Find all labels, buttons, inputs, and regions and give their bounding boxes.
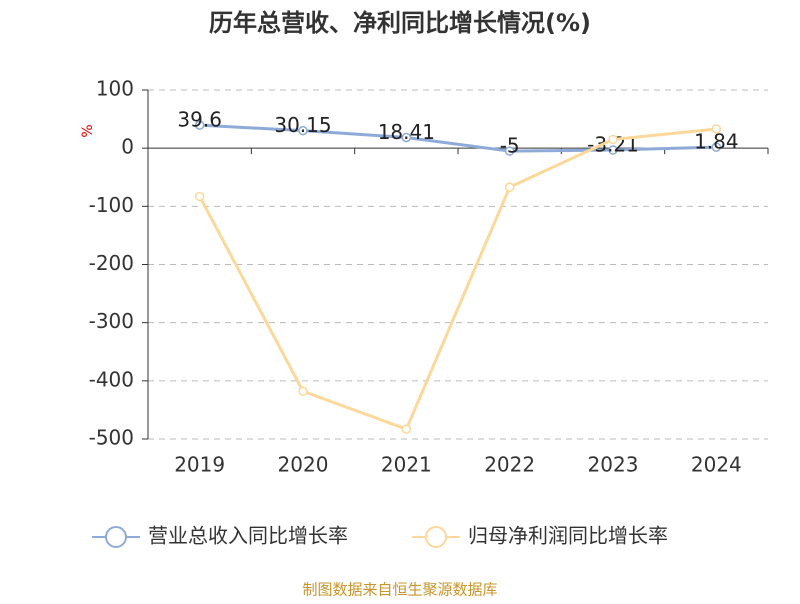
data-label: 39.6 — [177, 108, 222, 132]
data-point — [298, 125, 308, 136]
legend-label: 归母净利润同比增长率 — [468, 524, 668, 548]
x-tick-label: 2023 — [588, 453, 639, 477]
y-tick-label: 0 — [121, 135, 134, 159]
y-tick-label: -200 — [89, 251, 134, 275]
y-tick-label: -300 — [89, 309, 134, 333]
y-axis-label: % — [80, 124, 96, 137]
data-point — [608, 134, 618, 145]
x-tick-label: 2021 — [381, 453, 432, 477]
y-tick-label: -500 — [89, 426, 134, 450]
data-label: 18.41 — [378, 120, 435, 144]
data-point — [504, 182, 515, 192]
data-point — [194, 191, 205, 202]
y-tick-label: 100 — [96, 77, 134, 101]
x-tick-label: 2024 — [691, 453, 742, 477]
y-tick-label: -100 — [89, 193, 134, 217]
source-note: 制图数据来自恒生聚源数据库 — [302, 581, 497, 599]
legend-marker — [105, 526, 127, 548]
y-tick-label: -400 — [89, 367, 134, 391]
series-line — [199, 123, 717, 153]
data-point — [401, 132, 412, 143]
data-point — [711, 142, 722, 152]
legend-marker — [425, 526, 447, 548]
x-tick-label: 2020 — [278, 453, 329, 477]
data-point — [504, 146, 515, 156]
legend-label: 营业总收入同比增长率 — [148, 524, 348, 548]
data-point — [711, 124, 722, 134]
data-label: 30.15 — [274, 113, 331, 137]
data-point — [298, 386, 308, 397]
x-tick-label: 2019 — [174, 453, 225, 477]
data-point — [401, 424, 412, 434]
x-tick-label: 2022 — [484, 453, 535, 477]
data-point — [194, 120, 205, 130]
chart-title: 历年总营收、净利同比增长情况(%) — [209, 9, 591, 37]
data-label: -5 — [500, 134, 520, 158]
data-point — [608, 145, 618, 155]
series-line — [198, 127, 717, 432]
